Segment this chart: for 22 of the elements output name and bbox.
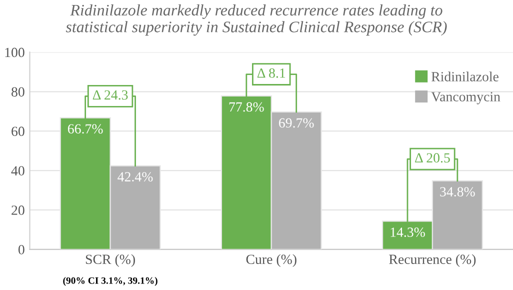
- data-label: 42.4%: [118, 172, 153, 182]
- y-tick-label: 100: [5, 48, 24, 58]
- data-label: 66.7%: [68, 124, 103, 134]
- x-tick-label: Recurrence (%): [389, 254, 476, 267]
- y-tick-label: 40: [11, 166, 24, 176]
- y-tick-label: 60: [12, 126, 24, 136]
- annotation: Δ 20.5: [415, 153, 450, 163]
- data-label: 69.7%: [279, 118, 314, 128]
- y-tick-label: 20: [12, 206, 24, 215]
- x-tick-label: Cure (%): [246, 254, 296, 267]
- legend-label: Ridinilazole: [431, 72, 498, 82]
- chart-title: Ridinilazole markedly reduced recurrence rates leading to statistical superiority in Sustained Clinical Response (SCR): [66, 4, 447, 36]
- data-label: 14.3%: [390, 228, 425, 237]
- annotation: Δ 24.3: [92, 90, 128, 100]
- annotation: Δ 8.1: [257, 68, 286, 78]
- data-label: 34.8%: [440, 187, 475, 197]
- y-tick-label: 0: [18, 244, 24, 254]
- data-label: 77.8%: [229, 102, 264, 112]
- legend-label: Vancomycin: [431, 92, 500, 104]
- text: (90% CI 3.1%, 39.1%): [63, 277, 158, 286]
- y-tick-label: 80: [12, 87, 24, 97]
- x-tick-label: SCR (%): [86, 254, 135, 267]
